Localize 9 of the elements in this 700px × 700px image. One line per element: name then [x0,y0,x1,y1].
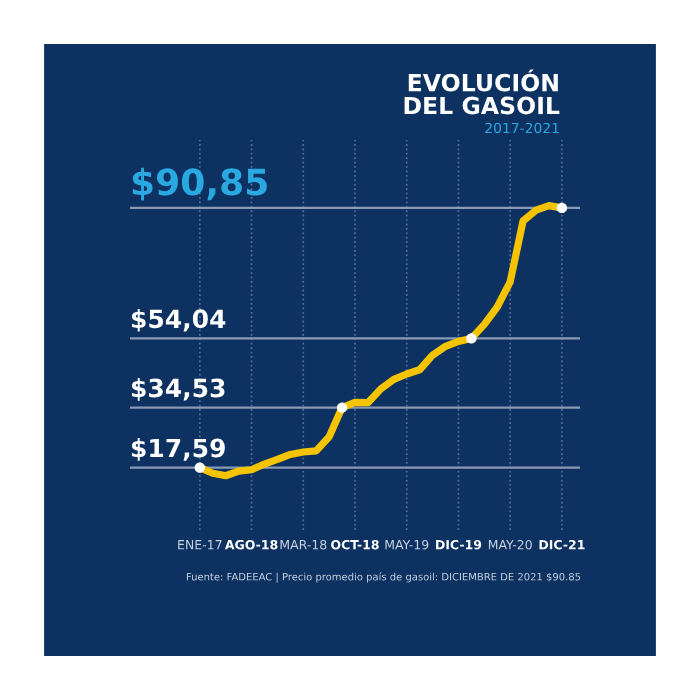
ref-line-label: $90,85 [132,167,267,201]
point [466,333,477,344]
point [194,462,206,473]
ref-line-label: $54,04 [131,308,226,332]
ref-line-label: $34,53 [131,378,225,401]
point [556,202,568,214]
chart-title: EVOLUCIÓN DEL GASOIL [404,69,560,115]
ref-line-label: $17,59 [131,438,225,461]
point [336,402,348,413]
